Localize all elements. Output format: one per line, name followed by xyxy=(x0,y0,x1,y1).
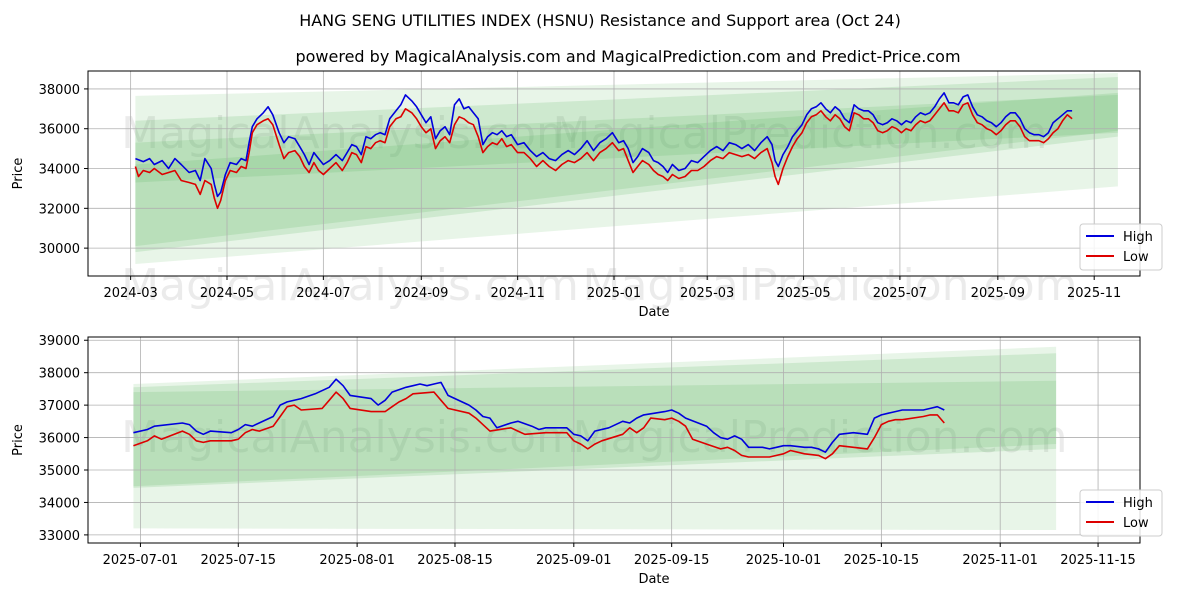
bottom-chart-panel: MagicalAnalysis.comMagicalPrediction.com… xyxy=(11,334,1163,587)
legend-label-high: High xyxy=(1123,496,1153,511)
y-tick-label: 32000 xyxy=(39,202,80,217)
x-tick-label: 2025-05 xyxy=(776,286,830,301)
series-line-low xyxy=(133,391,945,460)
watermark-text: MagicalPrediction.com xyxy=(583,260,1078,311)
band-area xyxy=(135,92,1118,183)
series-line-high xyxy=(135,92,1073,198)
x-tick-label: 2025-10-15 xyxy=(844,553,920,568)
watermark-text: MagicalAnalysis.com xyxy=(121,260,579,311)
x-tick-label: 2025-11 xyxy=(1067,286,1121,301)
axes-frame xyxy=(87,336,1141,544)
series-group xyxy=(133,378,945,460)
watermark-group: MagicalAnalysis.comMagicalPrediction.com… xyxy=(121,108,1077,311)
top-chart-panel: MagicalAnalysis.comMagicalPrediction.com… xyxy=(11,70,1163,320)
legend: High Low xyxy=(1079,489,1163,537)
x-tick-label: 2024-07 xyxy=(296,286,350,301)
y-tick-label: 36000 xyxy=(39,432,80,447)
x-tick-label: 2024-09 xyxy=(394,286,448,301)
series-line-low xyxy=(134,102,1073,210)
y-tick-label: 33000 xyxy=(39,529,80,544)
legend-label-low: Low xyxy=(1123,516,1149,531)
y-tick-label: 30000 xyxy=(39,242,80,257)
x-axis-label: Date xyxy=(638,572,669,587)
x-tick-label: 2025-08-01 xyxy=(319,553,395,568)
chart-title: HANG SENG UTILITIES INDEX (HSNU) Resista… xyxy=(299,11,901,30)
x-tick-label: 2025-03 xyxy=(680,286,734,301)
x-tick-label: 2025-10-01 xyxy=(746,553,822,568)
x-tick-label: 2024-03 xyxy=(103,286,157,301)
y-tick-label: 37000 xyxy=(39,399,80,414)
y-axis-label: Price xyxy=(11,158,26,190)
y-tick-label: 38000 xyxy=(39,83,80,98)
legend-label-high: High xyxy=(1123,230,1153,245)
support-resistance-bands xyxy=(133,346,1057,531)
y-axis-label: Price xyxy=(11,424,26,456)
y-tick-label: 35000 xyxy=(39,464,80,479)
x-tick-label: 2025-01 xyxy=(587,286,641,301)
band-area xyxy=(133,353,1057,488)
chart-subtitle: powered by MagicalAnalysis.com and Magic… xyxy=(295,47,960,66)
y-tick-label: 34000 xyxy=(39,496,80,511)
x-tick-label: 2025-09 xyxy=(971,286,1025,301)
x-tick-label: 2025-07 xyxy=(873,286,927,301)
tick-labels: 2025-07-01 2025-07-15 2025-08-01 2025-08-15… xyxy=(39,334,1136,568)
band-area xyxy=(133,346,1057,531)
x-tick-label: 2024-11 xyxy=(490,286,544,301)
tick-labels: 2024-03 2024-05 2024-07 2024-09 2024-11 2025-… xyxy=(39,83,1122,301)
y-tick-label: 39000 xyxy=(39,334,80,349)
x-tick-label: 2025-07-15 xyxy=(201,553,277,568)
x-tick-label: 2024-05 xyxy=(200,286,254,301)
watermark-text: MagicalAnalysis.com xyxy=(121,108,579,159)
band-area xyxy=(133,380,1057,487)
legend-label-low: Low xyxy=(1123,250,1149,265)
x-tick-label: 2025-11-15 xyxy=(1060,553,1136,568)
x-tick-label: 2025-11-01 xyxy=(962,553,1038,568)
x-tick-label: 2025-09-15 xyxy=(634,553,710,568)
x-tick-label: 2025-07-01 xyxy=(103,553,179,568)
watermark-text: MagicalPrediction.com xyxy=(553,108,1048,159)
y-tick-label: 38000 xyxy=(39,367,80,382)
x-axis-label: Date xyxy=(638,305,669,320)
series-line-high xyxy=(133,378,945,453)
x-tick-label: 2025-08-15 xyxy=(417,553,493,568)
x-tick-label: 2025-09-01 xyxy=(536,553,612,568)
y-tick-label: 34000 xyxy=(39,163,80,178)
y-tick-label: 36000 xyxy=(39,123,80,138)
legend: High Low xyxy=(1079,223,1163,271)
grid-lines xyxy=(88,71,1140,276)
series-group xyxy=(134,92,1073,210)
